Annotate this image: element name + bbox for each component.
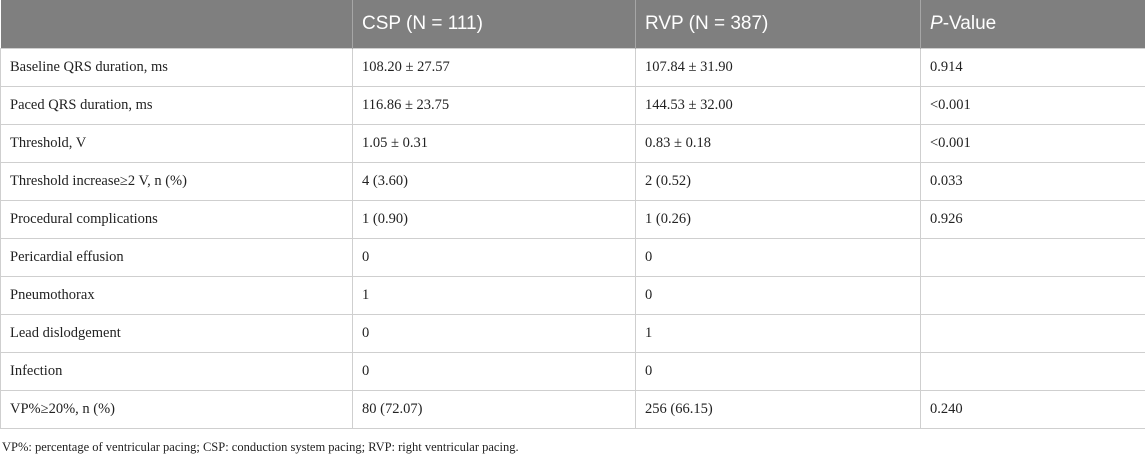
p-value — [920, 276, 1145, 315]
table-footnote: VP%: percentage of ventricular pacing; C… — [2, 440, 519, 454]
p-value: 0.240 — [920, 390, 1145, 429]
table-row: Infection 0 0 — [0, 352, 1145, 391]
rvp-value: 1 — [635, 314, 921, 353]
csp-value: 4 (3.60) — [352, 162, 636, 201]
p-value — [920, 238, 1145, 277]
row-label: Paced QRS duration, ms — [0, 86, 353, 125]
csp-value: 0 — [352, 238, 636, 277]
table-row: Baseline QRS duration, ms 108.20 ± 27.57… — [0, 48, 1145, 87]
header-row: CSP (N = 111) RVP (N = 387) P-Value — [0, 0, 1145, 49]
rvp-value: 0.83 ± 0.18 — [635, 124, 921, 163]
table-row: Lead dislodgement 0 1 — [0, 314, 1145, 353]
row-label: Threshold increase≥2 V, n (%) — [0, 162, 353, 201]
table-row: Pneumothorax 1 0 — [0, 276, 1145, 315]
row-label: Procedural complications — [0, 200, 353, 239]
header-cell-rvp: RVP (N = 387) — [635, 0, 921, 49]
csp-value: 108.20 ± 27.57 — [352, 48, 636, 87]
csp-value: 1 (0.90) — [352, 200, 636, 239]
row-label: Infection — [0, 352, 353, 391]
rvp-value: 0 — [635, 238, 921, 277]
csp-value: 80 (72.07) — [352, 390, 636, 429]
table-row: Procedural complications 1 (0.90) 1 (0.2… — [0, 200, 1145, 239]
rvp-value: 0 — [635, 276, 921, 315]
row-label: Lead dislodgement — [0, 314, 353, 353]
rvp-value: 2 (0.52) — [635, 162, 921, 201]
csp-value: 1.05 ± 0.31 — [352, 124, 636, 163]
row-label: VP%≥20%, n (%) — [0, 390, 353, 429]
p-value: 0.926 — [920, 200, 1145, 239]
results-table: CSP (N = 111) RVP (N = 387) P-Value Base… — [0, 0, 1145, 429]
row-label: Pericardial effusion — [0, 238, 353, 277]
p-value — [920, 314, 1145, 353]
p-value: 0.914 — [920, 48, 1145, 87]
csp-value: 1 — [352, 276, 636, 315]
p-value: <0.001 — [920, 124, 1145, 163]
row-label: Baseline QRS duration, ms — [0, 48, 353, 87]
csp-value: 0 — [352, 352, 636, 391]
p-value — [920, 352, 1145, 391]
p-value: 0.033 — [920, 162, 1145, 201]
header-cell-csp: CSP (N = 111) — [352, 0, 636, 49]
csp-value: 0 — [352, 314, 636, 353]
rvp-value: 1 (0.26) — [635, 200, 921, 239]
rvp-value: 107.84 ± 31.90 — [635, 48, 921, 87]
p-value: <0.001 — [920, 86, 1145, 125]
table-row: Threshold increase≥2 V, n (%) 4 (3.60) 2… — [0, 162, 1145, 201]
p-italic: P — [930, 13, 943, 34]
table-row: Threshold, V 1.05 ± 0.31 0.83 ± 0.18 <0.… — [0, 124, 1145, 163]
rvp-value: 144.53 ± 32.00 — [635, 86, 921, 125]
row-label: Threshold, V — [0, 124, 353, 163]
table-row: VP%≥20%, n (%) 80 (72.07) 256 (66.15) 0.… — [0, 390, 1145, 429]
p-value-suffix: -Value — [942, 13, 997, 34]
csp-value: 116.86 ± 23.75 — [352, 86, 636, 125]
header-cell-p-value: P-Value — [920, 0, 1145, 49]
header-cell-label — [0, 0, 353, 49]
table-row: Paced QRS duration, ms 116.86 ± 23.75 14… — [0, 86, 1145, 125]
row-label: Pneumothorax — [0, 276, 353, 315]
rvp-value: 0 — [635, 352, 921, 391]
rvp-value: 256 (66.15) — [635, 390, 921, 429]
table-row: Pericardial effusion 0 0 — [0, 238, 1145, 277]
